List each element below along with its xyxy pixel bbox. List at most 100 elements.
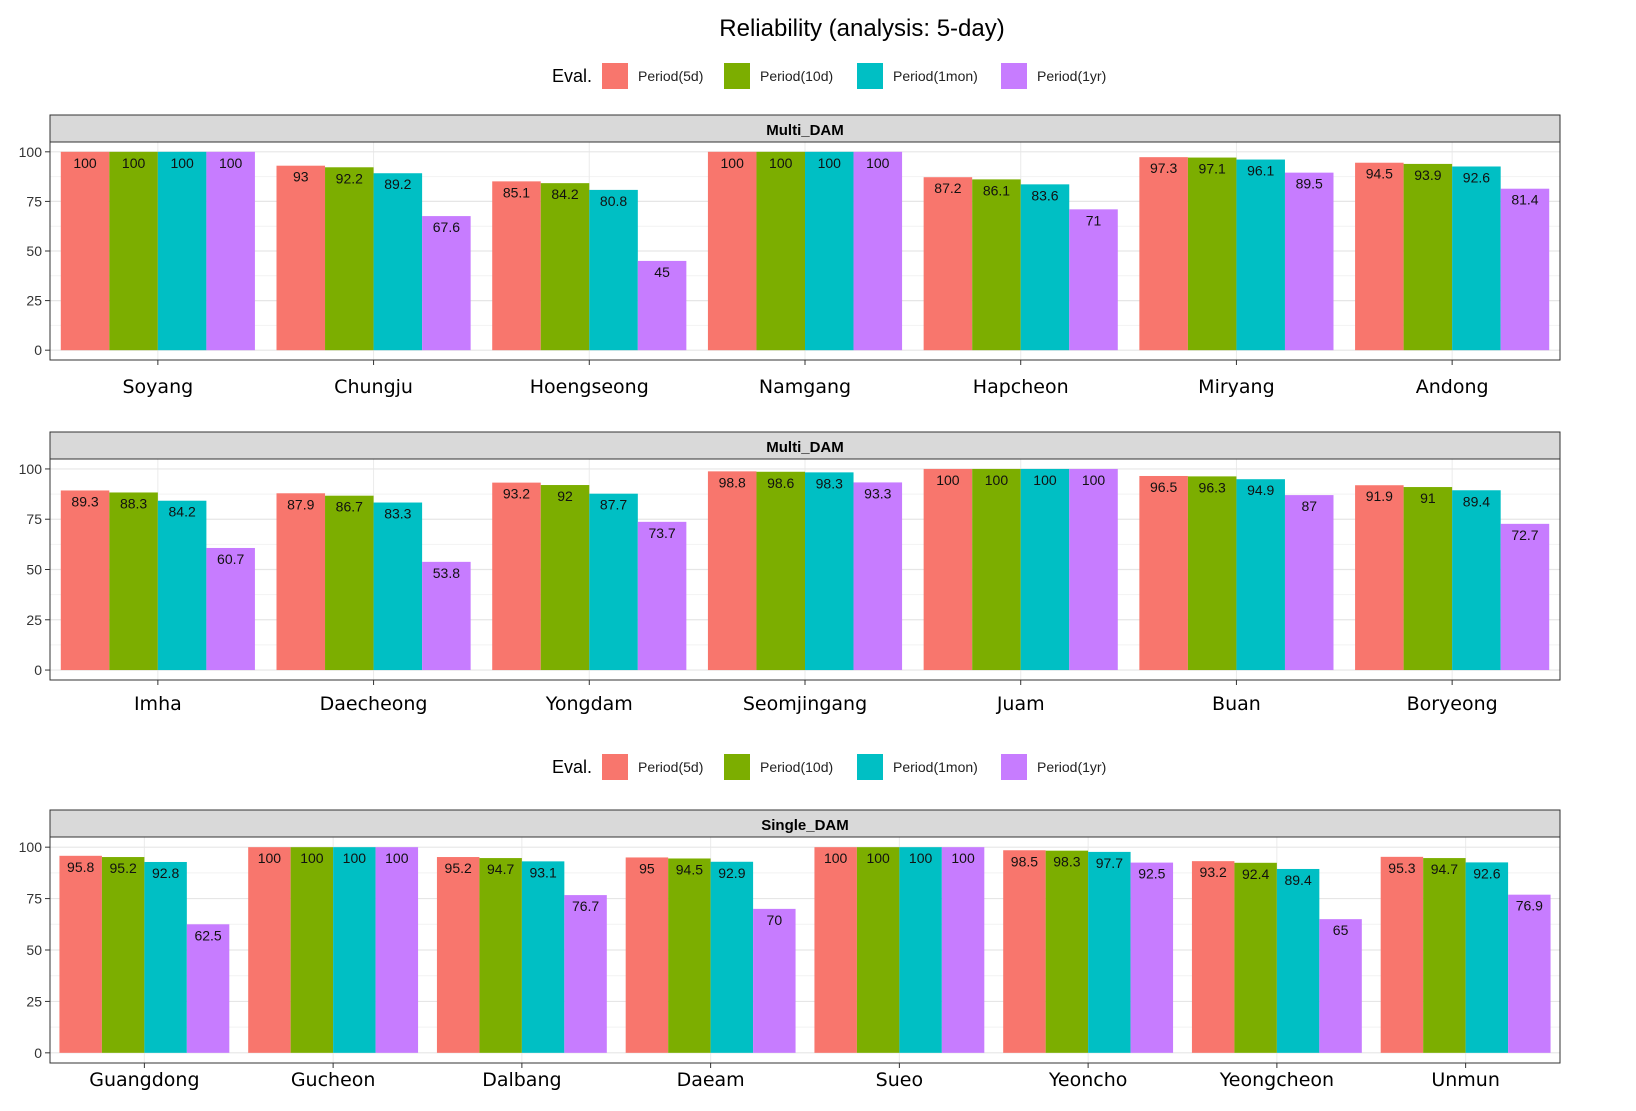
bar: [325, 167, 374, 351]
data-label: 100: [122, 155, 146, 171]
bar: [1236, 479, 1285, 671]
bar: [707, 151, 757, 351]
data-label: 100: [1082, 472, 1106, 488]
bar: [1508, 894, 1551, 1053]
data-label: 70: [767, 912, 783, 928]
bar: [206, 151, 255, 351]
facet-strip-label: Multi_DAM: [766, 122, 844, 139]
data-label: 98.6: [767, 475, 794, 491]
bar: [373, 173, 423, 351]
data-label: 100: [258, 850, 282, 866]
y-tick-label: 0: [34, 342, 42, 358]
data-label: 100: [866, 850, 890, 866]
data-label: 89.4: [1284, 872, 1311, 888]
legend-label: Period(1yr): [1037, 759, 1106, 775]
x-tick-label: Guangdong: [89, 1069, 199, 1091]
bar: [540, 485, 590, 671]
data-label: 96.3: [1199, 479, 1226, 495]
data-label: 98.8: [719, 474, 746, 490]
bar: [109, 492, 158, 671]
bar: [1284, 495, 1334, 671]
data-label: 95.2: [110, 860, 137, 876]
bar: [492, 181, 541, 351]
legend-label: Period(10d): [760, 68, 833, 84]
bar: [276, 165, 326, 351]
data-label: 93: [293, 169, 309, 185]
x-tick-label: Soyang: [123, 376, 194, 398]
bar: [756, 471, 805, 671]
data-label: 91: [1420, 490, 1436, 506]
x-tick-label: Boryeong: [1407, 693, 1498, 715]
x-tick-label: Gucheon: [291, 1069, 376, 1091]
data-label: 95.2: [445, 860, 472, 876]
x-tick-label: Daeam: [677, 1069, 745, 1091]
legend-swatch: [857, 754, 883, 780]
bar: [1500, 523, 1550, 671]
y-tick-label: 25: [26, 293, 42, 309]
data-label: 96.1: [1247, 163, 1274, 179]
bar: [540, 183, 590, 351]
y-tick-label: 75: [26, 891, 42, 907]
bar: [1452, 490, 1501, 671]
bar: [564, 895, 607, 1053]
bar: [1403, 487, 1453, 671]
bar: [479, 858, 522, 1053]
bar: [206, 547, 255, 671]
data-label: 88.3: [120, 495, 147, 511]
bar: [1130, 862, 1174, 1053]
bar: [157, 151, 207, 351]
y-tick-label: 0: [34, 662, 42, 678]
x-tick-label: Hoengseong: [530, 376, 649, 398]
data-label: 67.6: [433, 219, 460, 235]
y-tick-label: 100: [19, 461, 43, 477]
facet-strip-label: Single_DAM: [761, 817, 849, 834]
facet-strip: [49, 114, 1561, 143]
data-label: 95: [639, 860, 655, 876]
bar: [1276, 868, 1320, 1053]
bar: [1284, 172, 1334, 351]
data-label: 89.3: [71, 493, 98, 509]
bar: [972, 468, 1021, 671]
data-label: 92.5: [1138, 866, 1165, 882]
x-tick-label: Sueo: [876, 1069, 923, 1091]
bar: [707, 471, 757, 671]
bar: [1355, 162, 1404, 351]
bar: [756, 151, 805, 351]
bar: [1003, 850, 1046, 1053]
data-label: 84.2: [551, 186, 578, 202]
x-tick-label: Hapcheon: [973, 376, 1069, 398]
x-tick-label: Yeongcheon: [1219, 1069, 1334, 1091]
x-tick-label: Yeoncho: [1048, 1069, 1128, 1091]
data-label: 86.7: [336, 499, 363, 515]
facet-strip: [49, 809, 1561, 838]
data-label: 100: [300, 850, 324, 866]
data-label: 95.3: [1388, 860, 1415, 876]
bar: [157, 500, 207, 671]
x-tick-label: Dalbang: [482, 1069, 561, 1091]
y-tick-label: 50: [26, 243, 42, 259]
bar: [1045, 850, 1089, 1053]
bar: [1403, 163, 1453, 351]
bar: [60, 490, 110, 671]
legend-label: Period(1mon): [893, 759, 978, 775]
data-label: 97.1: [1199, 161, 1226, 177]
bar: [1187, 476, 1237, 671]
data-label: 86.1: [983, 182, 1010, 198]
data-label: 72.7: [1511, 527, 1538, 543]
data-label: 100: [985, 472, 1009, 488]
data-label: 92.8: [152, 865, 179, 881]
bar: [853, 151, 903, 351]
bar: [186, 924, 230, 1053]
data-label: 93.3: [864, 485, 891, 501]
x-tick-label: Daecheong: [320, 693, 428, 715]
bar: [492, 482, 541, 671]
data-label: 100: [936, 472, 960, 488]
bar: [1088, 851, 1131, 1053]
x-tick-label: Buan: [1212, 693, 1261, 715]
x-tick-label: Imha: [134, 693, 182, 715]
data-label: 100: [824, 850, 848, 866]
data-label: 87.2: [934, 180, 961, 196]
bar: [1452, 166, 1501, 351]
data-label: 92.9: [718, 865, 745, 881]
bar: [144, 861, 187, 1053]
